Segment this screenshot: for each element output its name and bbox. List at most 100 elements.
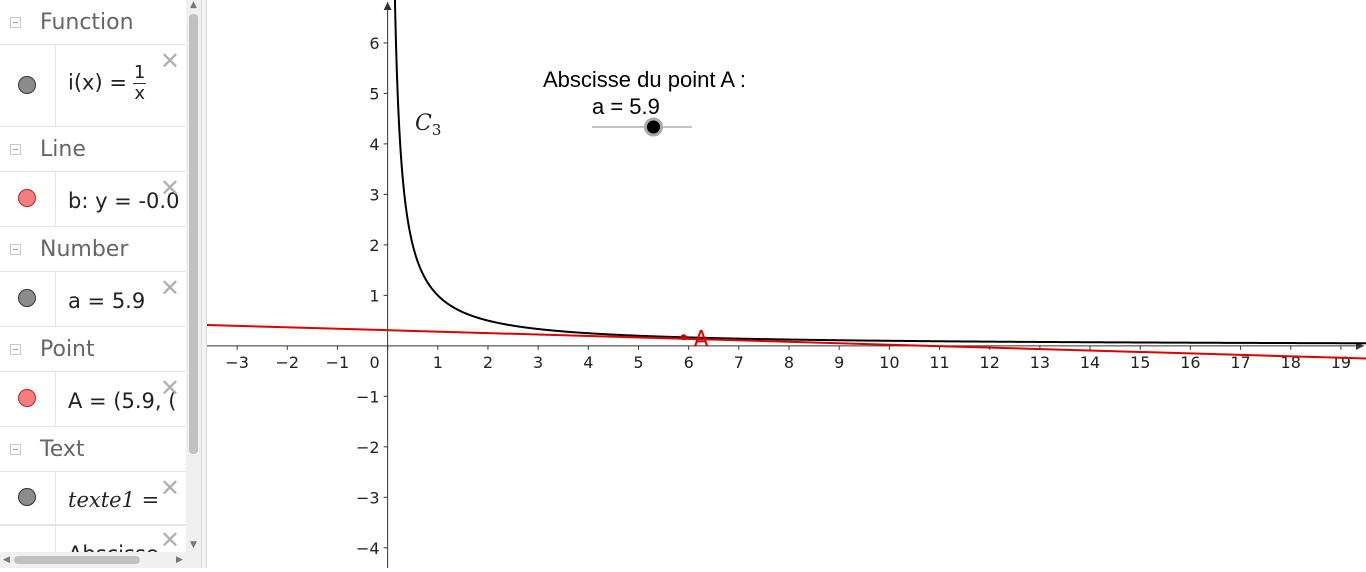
category-line[interactable]: Line [0, 127, 186, 171]
slider-value: a = 5.9 [592, 94, 660, 119]
category-label: Line [40, 137, 86, 162]
algebra-item-number[interactable]: a = 5.9 ✕ [0, 271, 186, 327]
visibility-toggle-icon[interactable] [18, 488, 36, 506]
algebra-item-point[interactable]: A = (5.9, ( ✕ [0, 371, 186, 427]
y-tick-label: 6 [369, 34, 379, 53]
visibility-toggle-icon[interactable] [18, 289, 36, 307]
category-label: Point [40, 337, 95, 362]
delete-icon[interactable]: ✕ [159, 274, 180, 302]
function-expression[interactable]: i(x) = 1 x [68, 63, 186, 104]
visibility-toggle-icon[interactable] [18, 76, 36, 94]
y-tick-label: 5 [369, 84, 379, 103]
category-label: Text [40, 437, 85, 462]
x-tick-label: 0 [370, 353, 380, 372]
category-text[interactable]: Text [0, 427, 186, 471]
x-tick-label: 6 [684, 353, 694, 372]
x-tick-label: 10 [879, 353, 899, 372]
collapse-toggle-icon[interactable] [10, 244, 21, 255]
visibility-toggle-icon[interactable] [18, 189, 36, 207]
x-tick-label: 12 [980, 353, 1000, 372]
slider-knob[interactable] [644, 117, 663, 137]
x-tick-label: −2 [275, 353, 299, 372]
x-tick-label: 17 [1230, 353, 1250, 372]
scroll-right-icon[interactable]: ▶ [176, 555, 183, 565]
y-tick-label: −1 [356, 387, 380, 406]
y-axis-arrow-icon [383, 2, 392, 10]
text-expression[interactable]: texte1 = [68, 488, 160, 512]
y-tick-group: −4 −3 −2 −1 1 2 3 4 5 6 [356, 34, 388, 558]
algebra-item-function[interactable]: i(x) = 1 x ✕ [0, 44, 186, 127]
x-tick-label: 16 [1180, 353, 1200, 372]
algebra-view: Function i(x) = 1 x ✕ Line b: y = -0.0 ✕ N… [0, 0, 201, 568]
category-point[interactable]: Point [0, 327, 186, 371]
visibility-toggle-icon[interactable] [18, 389, 36, 407]
slider-caption: Abscisse du point A : [543, 67, 746, 92]
collapse-toggle-icon[interactable] [10, 144, 21, 155]
x-tick-label: 7 [734, 353, 744, 372]
vertical-scrollbar[interactable]: ▲ ▼ [186, 0, 201, 552]
x-tick-label: 5 [633, 353, 643, 372]
y-tick-label: 2 [369, 236, 379, 255]
x-tick-label: 9 [834, 353, 844, 372]
collapse-toggle-icon[interactable] [10, 17, 21, 28]
curve-label-subscript: 3 [432, 121, 442, 139]
scroll-up-icon[interactable]: ▲ [190, 0, 197, 10]
x-tick-label: 11 [929, 353, 949, 372]
vertical-scroll-thumb[interactable] [189, 14, 198, 454]
horizontal-scrollbar[interactable]: ◀ ▶ [0, 552, 201, 568]
collapse-toggle-icon[interactable] [10, 444, 21, 455]
function-name: i(x) = [68, 70, 127, 95]
x-tick-label: 18 [1281, 353, 1301, 372]
tangent-line-b[interactable] [206, 323, 1366, 360]
visibility-cell [0, 172, 56, 226]
x-tick-label: 8 [784, 353, 794, 372]
y-tick-label: 4 [369, 135, 379, 154]
x-tick-label: 3 [533, 353, 543, 372]
x-tick-label: 1 [433, 353, 443, 372]
x-tick-label: 2 [483, 353, 493, 372]
graph-canvas[interactable]: −3 −2 −1 0 1 2 3 4 5 6 7 8 9 10 11 12 13 14 15 16 17 18 19 −4−… [206, 0, 1366, 568]
delete-icon[interactable]: ✕ [159, 47, 180, 75]
x-tick-label: −3 [225, 353, 249, 372]
delete-icon[interactable]: ✕ [159, 174, 180, 202]
y-tick-label: −4 [356, 539, 380, 558]
x-tick-label: 13 [1030, 353, 1050, 372]
y-tick-label: −2 [356, 438, 380, 457]
category-number[interactable]: Number [0, 227, 186, 271]
y-tick-label: 3 [369, 185, 379, 204]
x-tick-label: 15 [1130, 353, 1150, 372]
x-tick-label: 14 [1080, 353, 1100, 372]
curve-c3[interactable] [393, 0, 1366, 345]
point-expression[interactable]: A = (5.9, ( [68, 389, 177, 413]
scroll-left-icon[interactable]: ◀ [3, 555, 10, 565]
number-expression[interactable]: a = 5.9 [68, 289, 146, 313]
delete-icon[interactable]: ✕ [159, 374, 180, 402]
x-tick-label: 19 [1331, 353, 1351, 372]
collapse-toggle-icon[interactable] [10, 344, 21, 355]
fraction-numerator: 1 [132, 63, 147, 84]
algebra-item-text[interactable]: texte1 = ✕ [0, 471, 186, 525]
curve-label: C3 [415, 111, 441, 139]
visibility-cell [0, 45, 56, 126]
fraction-denominator: x [134, 83, 145, 104]
point-a[interactable] [680, 334, 687, 341]
horizontal-scroll-thumb[interactable] [14, 556, 140, 564]
category-function[interactable]: Function [0, 0, 186, 44]
visibility-cell [0, 526, 56, 564]
y-tick-label: −3 [356, 488, 380, 507]
delete-icon[interactable]: ✕ [159, 474, 180, 502]
x-tick-label: −1 [326, 353, 350, 372]
category-label: Function [40, 10, 134, 35]
visibility-cell [0, 372, 56, 426]
view-divider[interactable] [201, 0, 207, 568]
line-expression[interactable]: b: y = -0.0 [68, 189, 180, 213]
graphics-view[interactable]: −3 −2 −1 0 1 2 3 4 5 6 7 8 9 10 11 12 13 14 15 16 17 18 19 −4−… [206, 0, 1366, 568]
algebra-item-line[interactable]: b: y = -0.0 ✕ [0, 171, 186, 227]
scroll-down-icon[interactable]: ▼ [190, 540, 197, 550]
point-a-label: A [694, 327, 709, 352]
category-label: Number [40, 237, 129, 262]
visibility-cell [0, 272, 56, 326]
delete-icon[interactable]: ✕ [159, 526, 180, 554]
x-tick-group: −3 −2 −1 0 1 2 3 4 5 6 7 8 9 10 11 12 13 14 15 16 17 18 19 [225, 345, 1351, 372]
